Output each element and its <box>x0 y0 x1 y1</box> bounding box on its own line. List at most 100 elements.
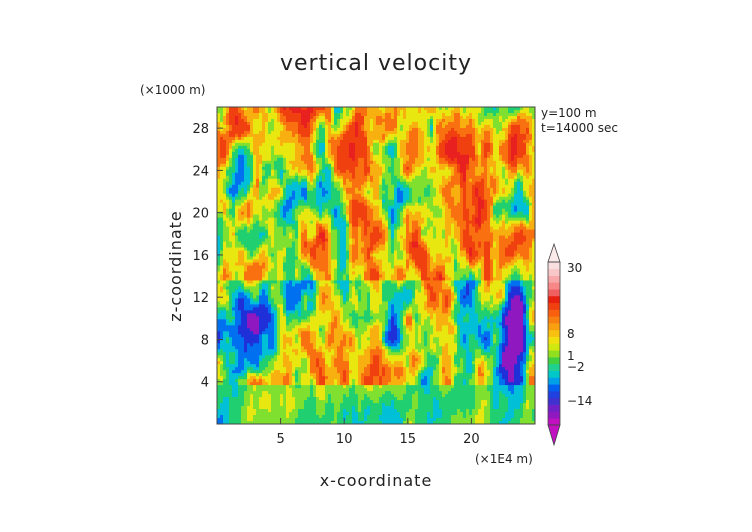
heatmap-cell <box>463 199 467 204</box>
heatmap-cell <box>352 217 356 222</box>
heatmap-cell <box>268 148 272 153</box>
heatmap-cell <box>400 160 404 165</box>
heatmap-cell <box>403 169 407 174</box>
heatmap-cell <box>478 238 482 242</box>
heatmap-cell <box>307 244 311 248</box>
heatmap-cell <box>361 157 365 162</box>
heatmap-cell <box>433 214 437 219</box>
heatmap-cell <box>472 112 476 117</box>
heatmap-cell <box>409 217 413 222</box>
heatmap-cell <box>397 142 401 147</box>
heatmap-cell <box>232 154 236 159</box>
heatmap-cell <box>298 121 302 126</box>
heatmap-cell <box>376 139 380 144</box>
heatmap-cell <box>496 217 500 222</box>
heatmap-cell <box>289 172 293 177</box>
heatmap-cell <box>340 181 344 186</box>
heatmap-cell <box>445 214 449 219</box>
heatmap-cell <box>256 244 260 248</box>
heatmap-cell <box>493 181 497 186</box>
heatmap-cell <box>301 235 305 239</box>
heatmap-cell <box>220 112 224 117</box>
heatmap-cell <box>502 238 506 242</box>
heatmap-cell <box>448 190 452 195</box>
heatmap-cell <box>484 178 488 183</box>
heatmap-cell <box>481 214 485 219</box>
heatmap-cell <box>364 121 368 126</box>
heatmap-cell <box>244 169 248 174</box>
heatmap-cell <box>244 205 248 210</box>
heatmap-cell <box>460 169 464 174</box>
heatmap-cell <box>256 169 260 174</box>
heatmap-cell <box>328 151 332 156</box>
heatmap-cell <box>463 172 467 177</box>
heatmap-cell <box>256 193 260 198</box>
heatmap-cell <box>442 148 446 153</box>
heatmap-cell <box>487 142 491 147</box>
heatmap-cell <box>520 190 524 195</box>
heatmap-cell <box>448 208 452 213</box>
heatmap-cell <box>487 133 491 138</box>
heatmap-cell <box>508 169 512 174</box>
heatmap-cell <box>331 166 335 171</box>
heatmap-cell <box>475 235 479 239</box>
heatmap-cell <box>523 217 527 222</box>
heatmap-cell <box>418 214 422 219</box>
heatmap-cell <box>499 118 503 123</box>
heatmap-cell <box>436 121 440 126</box>
heatmap-cell <box>226 169 230 174</box>
heatmap-cell <box>421 166 425 171</box>
heatmap-cell <box>286 208 290 213</box>
heatmap-cell <box>244 235 248 239</box>
heatmap-cell <box>499 226 503 231</box>
heatmap-cell <box>424 136 428 141</box>
heatmap-cell <box>256 145 260 150</box>
heatmap-cell <box>307 130 311 135</box>
heatmap-cell <box>520 214 524 219</box>
heatmap-cell <box>271 151 275 156</box>
heatmap-cell <box>508 214 512 219</box>
heatmap-cell <box>400 136 404 141</box>
heatmap-cell <box>406 151 410 156</box>
heatmap-cell <box>223 190 227 195</box>
heatmap-cell <box>268 202 272 207</box>
heatmap-cell <box>508 130 512 135</box>
heatmap-cell <box>391 220 395 225</box>
heatmap-cell <box>403 244 407 248</box>
heatmap-cell <box>403 229 407 233</box>
y-axis-unit: (×1000 m) <box>140 83 205 97</box>
heatmap-cell <box>517 226 521 231</box>
heatmap-cell <box>304 229 308 233</box>
heatmap-cell <box>274 139 278 144</box>
heatmap-cell <box>268 175 272 180</box>
heatmap-cell <box>454 217 458 222</box>
heatmap-cell <box>469 163 473 168</box>
heatmap-cell <box>487 241 491 245</box>
heatmap-cell <box>475 160 479 165</box>
heatmap-cell <box>220 175 224 180</box>
heatmap-cell <box>526 202 530 207</box>
heatmap-cell <box>247 154 251 159</box>
heatmap-cell <box>232 217 236 222</box>
heatmap-cell <box>463 211 467 216</box>
heatmap-cell <box>487 109 491 114</box>
heatmap-cell <box>265 157 269 162</box>
heatmap-cell <box>217 154 221 159</box>
heatmap-cell <box>529 163 533 168</box>
heatmap-cell <box>493 169 497 174</box>
heatmap-cell <box>307 187 311 192</box>
heatmap-cell <box>487 187 491 192</box>
heatmap-cell <box>523 160 527 165</box>
heatmap-cell <box>280 199 284 204</box>
heatmap-cell <box>496 133 500 138</box>
heatmap-cell <box>346 187 350 192</box>
heatmap-cell <box>514 238 518 242</box>
heatmap-cell <box>352 172 356 177</box>
heatmap-cell <box>304 154 308 159</box>
heatmap-cell <box>346 244 350 248</box>
heatmap-cell <box>430 178 434 183</box>
heatmap-cell <box>295 172 299 177</box>
heatmap-cell <box>235 154 239 159</box>
heatmap-cell <box>349 238 353 242</box>
heatmap-cell <box>397 235 401 239</box>
